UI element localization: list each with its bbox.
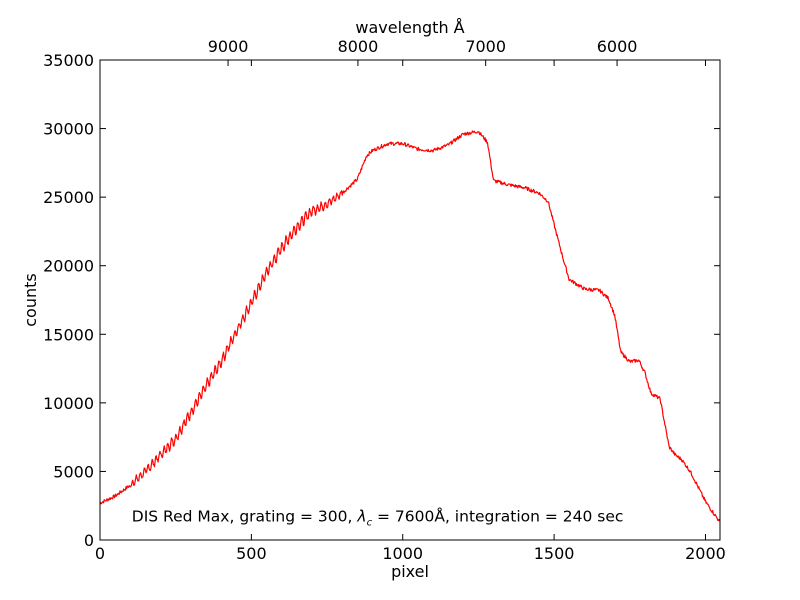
x-tick-label: 0 [95,544,105,563]
x-axis-title: pixel [391,562,429,581]
y-tick-label: 15000 [43,325,94,344]
top-tick-label: 8000 [338,37,379,56]
y-tick-label: 0 [84,531,94,550]
series-layer [99,130,721,522]
chart-annotation: DIS Red Max, grating = 300, λc = 7600Å, … [132,506,624,528]
x-tick-label: 1500 [534,544,575,563]
top-tick-label: 6000 [597,37,638,56]
top-tick-label: 7000 [465,37,506,56]
y-tick-label: 10000 [43,394,94,413]
top-axis-title: wavelength Å [355,18,464,37]
annotation-suffix: = 7600Å, integration = 240 sec [372,506,623,525]
x-tick-label: 500 [236,544,267,563]
annotation-prefix: DIS Red Max, grating = 300, [132,507,358,525]
ticks-layer: 0 500 1000 1500 2000050001000015000200002500… [43,37,726,563]
x-tick-label: 2000 [685,544,726,563]
x-tick-label: 1000 [382,544,423,563]
plot-frame [99,59,721,541]
y-axis-title: counts [21,273,40,326]
plot-area [100,60,720,540]
annotation-lambda: λ [356,507,366,525]
y-tick-label: 25000 [43,188,94,207]
top-tick-label: 9000 [208,37,249,56]
annotation-subscript: c [367,517,373,528]
y-tick-label: 35000 [43,51,94,70]
y-tick-label: 20000 [43,257,94,276]
y-tick-label: 5000 [53,462,94,481]
series-line-spectrum [99,130,721,522]
y-tick-label: 30000 [43,120,94,139]
